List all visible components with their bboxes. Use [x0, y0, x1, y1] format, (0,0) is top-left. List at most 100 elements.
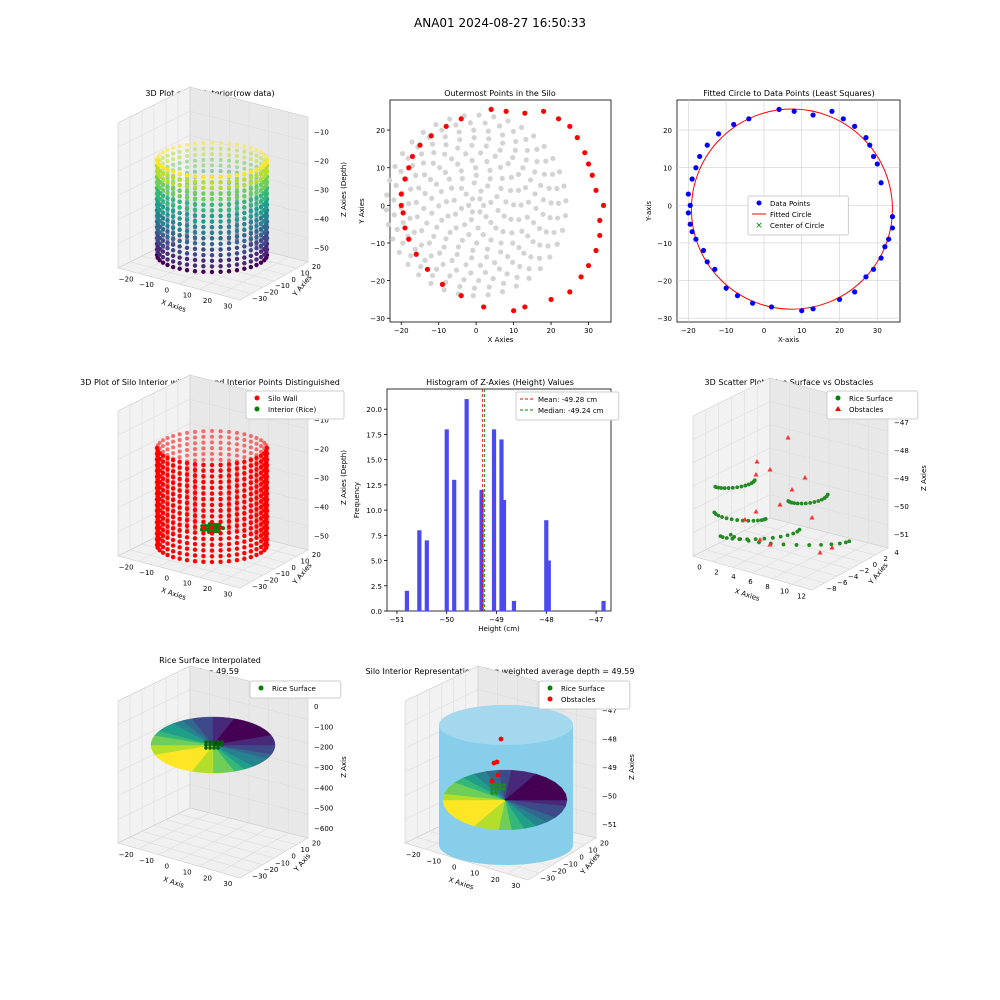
grey-point	[443, 236, 449, 242]
data-point	[254, 529, 259, 535]
surface-sector	[504, 793, 568, 801]
grey-point	[466, 231, 472, 238]
data-point	[210, 446, 214, 451]
data-point	[201, 513, 206, 519]
grey-point	[453, 122, 459, 128]
y-tick-label: −20	[264, 866, 279, 874]
data-point	[248, 537, 254, 543]
data-point	[248, 192, 254, 197]
grey-point	[508, 216, 514, 222]
data-point	[258, 210, 264, 215]
data-point	[157, 152, 162, 157]
data-point	[242, 499, 247, 504]
data-point	[184, 466, 190, 472]
data-point	[192, 513, 198, 518]
grey-point	[405, 155, 411, 162]
data-point	[226, 484, 232, 490]
data-point	[170, 236, 176, 242]
data-point	[160, 187, 166, 193]
data-point	[165, 461, 170, 466]
data-point	[192, 479, 198, 484]
data-point	[242, 216, 247, 221]
data-point	[165, 173, 170, 178]
data-point	[192, 235, 198, 240]
data-point	[210, 440, 214, 445]
rice-point	[781, 542, 786, 547]
grey-point	[551, 229, 557, 236]
data-point	[248, 145, 253, 150]
data-point	[160, 193, 166, 198]
rice-point	[816, 499, 821, 503]
data-point	[242, 260, 247, 266]
z-tick-label: −50	[314, 533, 329, 541]
grey-point	[517, 263, 523, 270]
obstacle-marker	[757, 537, 763, 542]
legend-dot-marker	[547, 685, 553, 691]
data-point	[258, 249, 264, 254]
grey-point	[437, 250, 443, 256]
data-point	[258, 232, 264, 237]
data-point	[185, 453, 190, 458]
grey-point	[383, 207, 389, 213]
data-point	[184, 189, 190, 195]
rice-point	[208, 746, 212, 750]
data-point	[184, 195, 190, 200]
data-point	[165, 218, 170, 223]
data-point	[192, 246, 198, 252]
outer-point	[398, 191, 404, 197]
data-point	[863, 274, 869, 280]
outer-point	[417, 142, 423, 148]
grey-point	[471, 285, 478, 291]
data-point	[170, 531, 176, 537]
grey-point	[521, 250, 527, 256]
data-point	[209, 559, 215, 565]
data-point	[242, 233, 247, 238]
data-point	[171, 451, 176, 456]
z-tick-label: −600	[314, 825, 333, 833]
grey-point	[534, 146, 540, 152]
data-point	[262, 542, 267, 547]
data-point	[209, 208, 215, 213]
grid-line	[117, 398, 191, 436]
data-point	[234, 552, 240, 557]
data-point	[262, 548, 267, 553]
grey-point	[393, 182, 399, 188]
z-axis-label: Z Axis	[340, 756, 348, 778]
y-tick-label: 10	[301, 558, 310, 566]
grey-point	[459, 237, 465, 243]
x-tick-label: 2	[714, 568, 718, 576]
x-tick-label: 20	[547, 327, 556, 335]
data-point	[160, 155, 165, 160]
data-point	[704, 142, 710, 148]
data-point	[177, 449, 182, 454]
panel-title: Fitted Circle to Data Points (Least Squa…	[703, 89, 874, 98]
data-point	[262, 213, 267, 218]
rice-point	[825, 492, 830, 497]
grey-point	[471, 135, 477, 141]
data-point	[226, 213, 232, 218]
z-tick-label: −400	[314, 784, 333, 792]
data-point	[258, 476, 264, 481]
obstacle-marker	[829, 545, 835, 550]
data-point	[262, 241, 267, 246]
grey-point	[501, 213, 507, 219]
data-point	[160, 527, 166, 533]
y-tick-label: −20	[552, 868, 567, 876]
grey-point	[443, 142, 449, 148]
data-point	[234, 512, 240, 517]
data-point	[689, 229, 695, 235]
data-point	[154, 445, 160, 451]
data-point	[234, 447, 239, 452]
grey-point	[422, 190, 428, 197]
histogram-bar	[511, 600, 517, 611]
data-point	[201, 519, 206, 525]
data-point	[210, 152, 214, 157]
data-point	[201, 252, 206, 258]
data-point	[867, 142, 873, 148]
data-point	[731, 121, 737, 128]
data-point	[218, 559, 223, 564]
outer-point	[424, 266, 431, 272]
data-point	[201, 241, 206, 247]
data-point	[242, 221, 247, 227]
